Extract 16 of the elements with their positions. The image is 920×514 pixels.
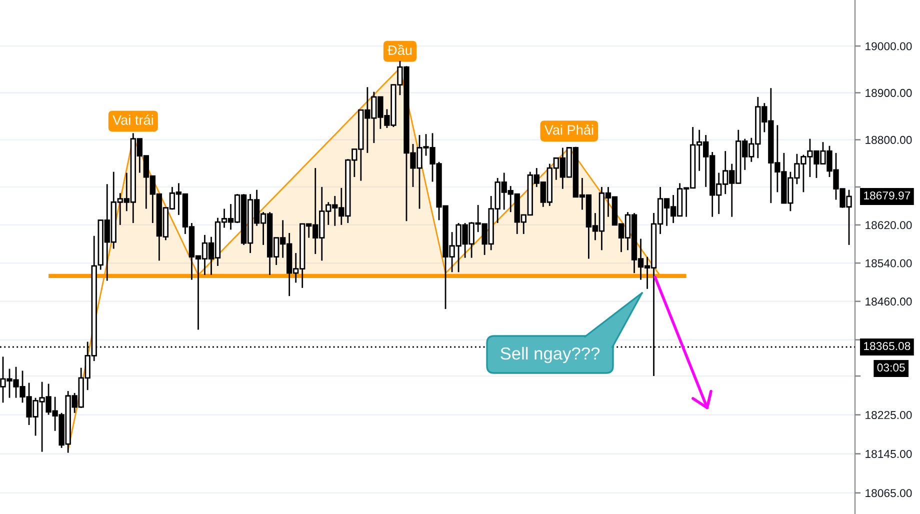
data-label: Vai Phải [544, 124, 594, 135]
text: 03:05 [877, 364, 905, 372]
y-tick-label: 19000.00 [866, 42, 912, 50]
annotation: Sell ngay??? [500, 346, 600, 364]
y-tick-label: 18460.00 [866, 298, 912, 306]
y-tick-label: 18800.00 [866, 136, 912, 144]
data-label: Đầu [388, 44, 412, 55]
y-tick-label: 18620.00 [866, 221, 912, 230]
y-tick-label: 18145.00 [866, 450, 912, 458]
text: 18679.97 [864, 191, 910, 200]
ref-line-label: 18365.08 [864, 342, 910, 350]
y-tick-label: 18065.00 [866, 489, 912, 498]
y-tick-label: 18540.00 [866, 259, 912, 268]
y-tick-label: 18900.00 [866, 88, 912, 97]
y-tick-label: 18225.00 [866, 410, 912, 420]
data-label: Vai trái [112, 114, 153, 125]
